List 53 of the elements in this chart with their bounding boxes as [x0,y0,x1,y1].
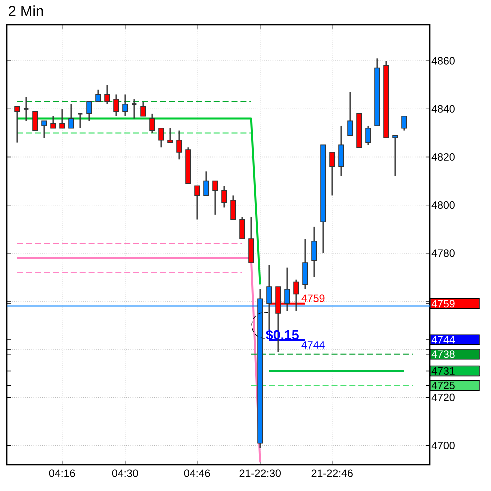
candlestick [14,106,20,144]
candlestick [194,185,200,220]
y-tick-label: 4820 [432,153,455,162]
candlestick [150,113,156,134]
candlestick [104,84,110,105]
y-tick-label: 4840 [432,105,455,113]
candlestick [222,185,228,208]
candlestick [86,101,92,122]
candlestick [60,108,66,129]
candlestick [168,128,174,144]
candlestick [240,216,246,240]
x-tick-label: 04:46 [184,470,210,478]
y-tick-label: 4759 [432,300,455,308]
candlestick [114,94,120,117]
candlestick [32,111,38,132]
candlestick [392,134,398,178]
candlestick [312,226,318,278]
data-label: 4744 [302,342,325,349]
candlestick [140,101,146,117]
candlestick [366,125,372,146]
x-tick-label: 21-22:30 [240,470,281,478]
candlestick [204,171,210,196]
y-tick-label: 4720 [432,394,455,402]
y-tick-label: 4800 [432,202,455,210]
candlestick [96,89,102,103]
y-tick-label: 4738 [432,350,455,358]
candlestick [230,195,236,220]
x-tick-label: 04:16 [49,470,76,478]
candlestick [338,125,344,178]
data-label: 4759 [302,294,325,302]
candlestick [348,92,354,136]
y-tick-label: 4725 [432,382,455,390]
candlestick [78,113,83,129]
y-tick-label: 4731 [432,367,455,376]
candlestick [176,130,182,160]
candlestick [158,128,164,148]
candlestick [24,96,29,122]
candlestick [132,98,137,120]
y-tick-label: 4860 [432,57,455,65]
candlestick [42,120,48,139]
candlestick [402,116,408,132]
candlestick [212,180,218,216]
y-tick-label: 4700 [432,442,455,450]
y-tick-label: 4780 [432,250,455,258]
candlestick [50,116,56,129]
candlestick [330,152,336,196]
chart-title: 2 Min [9,6,44,16]
candlestick [122,94,128,117]
candlestick [68,104,74,129]
candlestick [302,238,308,290]
x-tick-label: 21-22:46 [312,470,353,478]
x-tick-label: 04:30 [112,470,138,478]
y-tick-label: 4744 [432,336,456,344]
